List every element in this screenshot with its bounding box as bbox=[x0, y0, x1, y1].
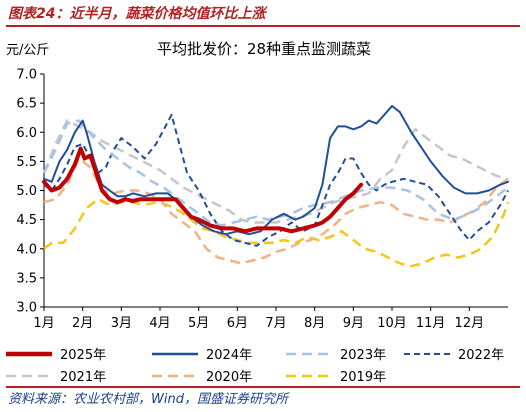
x-tick-label: 7月 bbox=[265, 316, 286, 331]
legend-label: 2024年 bbox=[206, 348, 252, 363]
legend-label: 2020年 bbox=[206, 370, 252, 385]
bottom-rule bbox=[6, 386, 520, 388]
series-line-2023年 bbox=[42, 119, 509, 227]
x-tick-label: 3月 bbox=[111, 316, 132, 331]
y-tick-label: 3.0 bbox=[16, 301, 37, 316]
legend-item-2023年: 2023年 bbox=[286, 348, 386, 363]
legend-label: 2021年 bbox=[60, 370, 106, 385]
legend-item-2024年: 2024年 bbox=[152, 348, 252, 363]
series-line-2022年 bbox=[43, 113, 509, 247]
legend: 2025年 2024年 2023年 2022年 2021年 2020年 2019年 bbox=[6, 348, 504, 385]
x-tick-label: 6月 bbox=[227, 316, 248, 331]
legend-label: 2019年 bbox=[340, 370, 386, 385]
legend-label: 2022年 bbox=[458, 348, 504, 363]
y-tick-label: 6.0 bbox=[16, 126, 37, 141]
y-tick-label: 5.5 bbox=[16, 155, 37, 170]
chart-title: 平均批发价：28种重点监测蔬菜 bbox=[157, 40, 371, 58]
legend-label: 2023年 bbox=[340, 348, 386, 363]
y-tick-label: 4.5 bbox=[16, 213, 37, 228]
series-layer bbox=[42, 105, 510, 268]
y-tick-label: 3.5 bbox=[16, 271, 37, 286]
figure-label: 图表24：近半月，蔬菜价格均值环比上涨 bbox=[8, 6, 266, 22]
y-tick-label: 7.0 bbox=[16, 68, 37, 83]
legend-item-2019年: 2019年 bbox=[286, 370, 386, 385]
axes: 3.0 3.5 4.0 4.5 5.0 5.5 6.0 6.5 7.0 1月 2月 3月 4月 5月 6月 7… bbox=[16, 68, 508, 331]
legend-label: 2025年 bbox=[60, 348, 106, 363]
y-axis-label: 元/公斤 bbox=[6, 43, 49, 58]
y-tick-label: 5.0 bbox=[16, 184, 37, 199]
legend-item-2025年: 2025年 bbox=[6, 348, 106, 363]
y-tick-label: 4.0 bbox=[16, 242, 37, 257]
series-line-2021年 bbox=[42, 119, 509, 224]
x-tick-label: 12月 bbox=[455, 316, 485, 331]
line-chart: 平均批发价：28种重点监测蔬菜 元/公斤 3.0 3.5 4.0 4.5 5.0 5.5 6… bbox=[6, 40, 510, 385]
series-line-2025年 bbox=[42, 146, 364, 234]
x-tick-label: 10月 bbox=[377, 316, 407, 331]
y-tick-label: 6.5 bbox=[16, 97, 37, 112]
series-line-2024年 bbox=[43, 105, 509, 236]
legend-item-2021年: 2021年 bbox=[6, 370, 106, 385]
source-note: 资料来源：农业农村部，Wind，国盛证券研究所 bbox=[8, 392, 288, 407]
x-tick-label: 11月 bbox=[416, 316, 446, 331]
top-rule bbox=[6, 25, 520, 27]
x-tick-label: 1月 bbox=[33, 316, 54, 331]
x-tick-label: 8月 bbox=[304, 316, 325, 331]
x-tick-label: 2月 bbox=[72, 316, 93, 331]
x-tick-label: 5月 bbox=[188, 316, 209, 331]
series-line-2020年 bbox=[43, 157, 509, 265]
legend-item-2020年: 2020年 bbox=[152, 370, 252, 385]
x-tick-label: 9月 bbox=[343, 316, 364, 331]
legend-item-2022年: 2022年 bbox=[404, 348, 504, 363]
x-tick-label: 4月 bbox=[149, 316, 170, 331]
